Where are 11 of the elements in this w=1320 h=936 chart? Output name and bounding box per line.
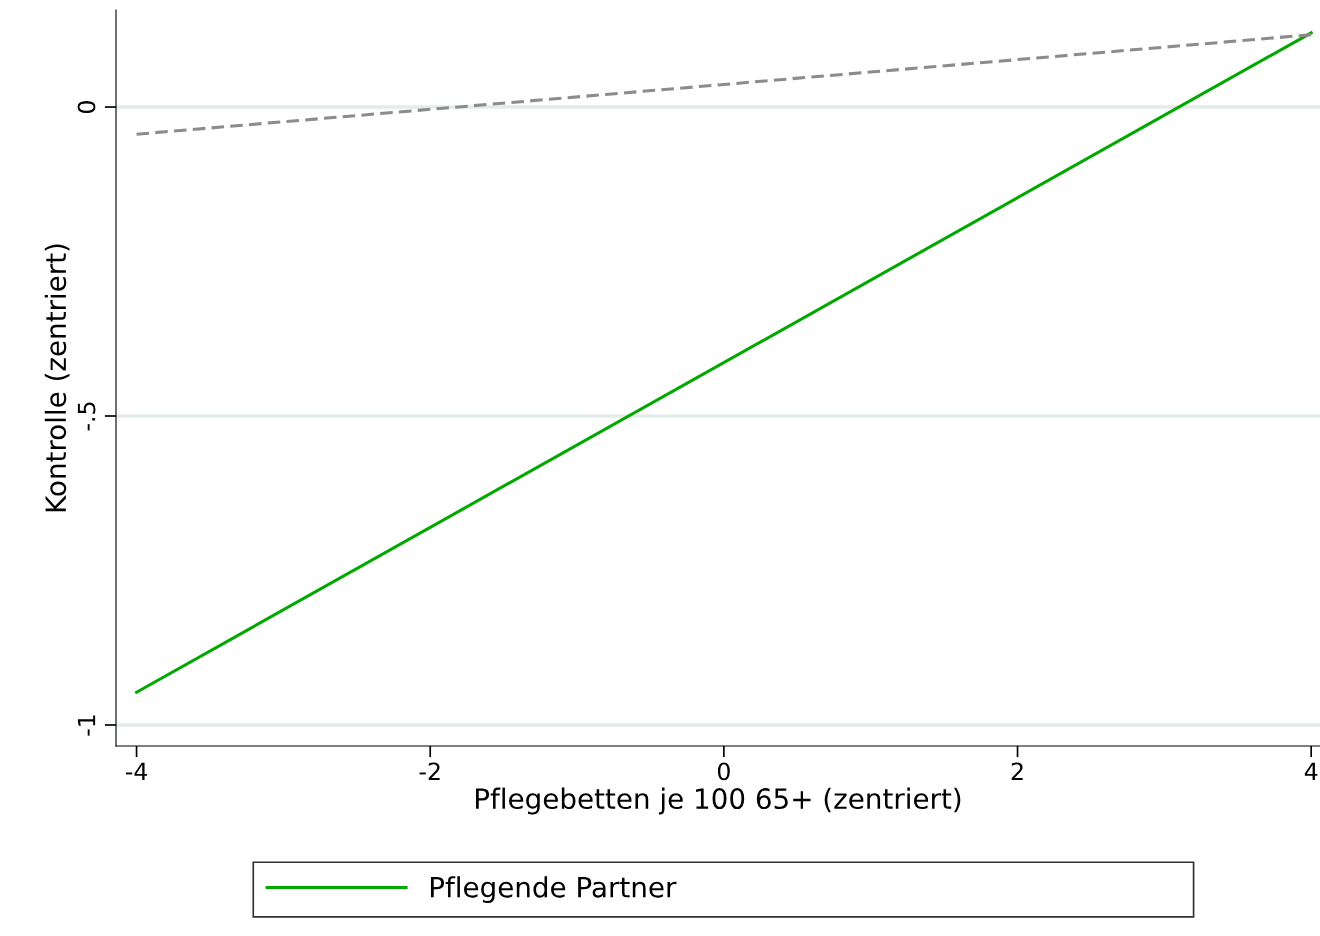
y-tick-label: -1 [77, 715, 96, 736]
y-tick-label: 0 [77, 101, 96, 113]
x-tick-label: 0 [717, 762, 730, 781]
x-tick-label: -2 [419, 762, 440, 780]
y-tick-label: -.5 [77, 402, 96, 431]
legend-label: Pflegende Partner [430, 876, 677, 904]
x-tick-label: 4 [1304, 762, 1318, 780]
x-tick-label: 2 [1011, 762, 1023, 780]
x-tick-label: -4 [125, 762, 147, 780]
y-axis-title: Kontrolle (zentriert) [44, 244, 70, 512]
x-axis-title: Pflegebetten je 100 65+ (zentriert) [476, 787, 961, 815]
